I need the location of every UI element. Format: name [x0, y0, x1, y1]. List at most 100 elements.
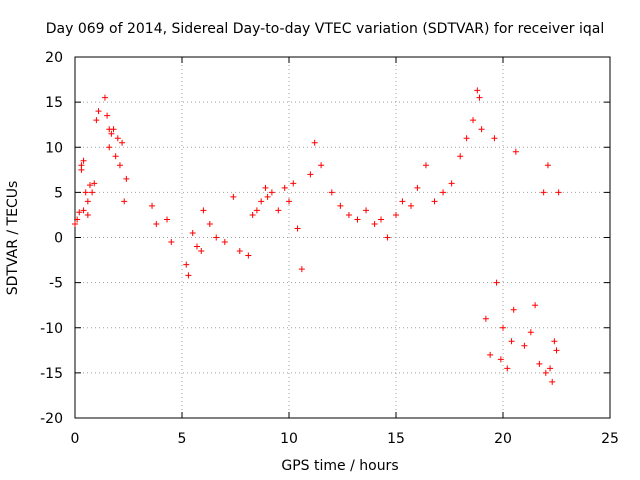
data-point — [221, 239, 228, 246]
data-point — [95, 108, 102, 115]
data-point — [185, 272, 192, 279]
x-tick-label: 15 — [387, 431, 405, 447]
x-tick-label: 25 — [601, 431, 619, 447]
y-tick-label: 5 — [54, 185, 63, 201]
data-point — [206, 220, 213, 227]
data-point — [527, 329, 534, 336]
data-point — [108, 130, 115, 137]
data-point — [236, 248, 243, 255]
data-point — [384, 234, 391, 241]
data-point — [318, 162, 325, 169]
data-point — [264, 193, 271, 200]
x-tick-label: 10 — [280, 431, 298, 447]
data-point — [249, 211, 256, 218]
data-point — [121, 198, 128, 205]
data-point — [82, 189, 89, 196]
data-point — [149, 202, 156, 209]
data-point — [328, 189, 335, 196]
y-tick-label: 10 — [45, 140, 63, 156]
data-points — [72, 87, 562, 385]
x-tick-label: 20 — [494, 431, 512, 447]
data-point — [258, 198, 265, 205]
data-point — [80, 207, 87, 214]
data-point — [290, 180, 297, 187]
data-point — [189, 229, 196, 236]
data-point — [198, 248, 205, 255]
data-point — [183, 261, 190, 268]
data-point — [298, 266, 305, 273]
data-point — [363, 207, 370, 214]
data-point — [532, 302, 539, 309]
data-point — [457, 153, 464, 160]
data-point — [474, 87, 481, 94]
data-point — [487, 351, 494, 358]
data-point — [544, 162, 551, 169]
y-tick-label: 0 — [54, 231, 63, 247]
data-point — [497, 356, 504, 363]
data-point — [371, 220, 378, 227]
data-point — [478, 126, 485, 133]
data-point — [521, 342, 528, 349]
data-point — [91, 180, 98, 187]
data-point — [86, 182, 93, 189]
data-point — [345, 211, 352, 218]
data-point — [84, 211, 91, 218]
data-point — [547, 365, 554, 372]
data-point — [542, 369, 549, 376]
data-point — [123, 175, 130, 182]
data-point — [262, 184, 269, 191]
data-point — [119, 139, 126, 146]
data-point — [275, 207, 282, 214]
data-point — [230, 193, 237, 200]
data-point — [508, 338, 515, 345]
data-point — [164, 216, 171, 223]
data-point — [470, 117, 477, 124]
data-point — [491, 135, 498, 142]
data-point — [555, 189, 562, 196]
data-point — [74, 216, 81, 223]
data-point — [281, 184, 288, 191]
data-point — [268, 189, 275, 196]
data-point — [200, 207, 207, 214]
data-point — [116, 162, 123, 169]
data-point — [476, 94, 483, 101]
data-point — [540, 189, 547, 196]
data-point — [76, 209, 83, 216]
data-point — [399, 198, 406, 205]
data-point — [500, 324, 506, 331]
data-point — [536, 360, 543, 367]
data-point — [168, 239, 175, 246]
data-point — [422, 162, 429, 169]
data-point — [106, 144, 113, 151]
y-tick-label: 20 — [45, 50, 63, 66]
y-axis-label: SDTVAR / TECUs — [5, 181, 21, 296]
data-point — [307, 171, 314, 178]
x-tick-label: 0 — [71, 431, 80, 447]
data-point — [354, 216, 361, 223]
data-point — [337, 202, 344, 209]
x-tick-label: 5 — [178, 431, 187, 447]
data-point — [448, 180, 455, 187]
data-point — [110, 126, 117, 133]
chart-title: Day 069 of 2014, Sidereal Day-to-day VTE… — [46, 21, 604, 37]
data-point — [245, 252, 252, 259]
y-tick-label: -5 — [49, 276, 63, 292]
data-point — [553, 347, 560, 354]
data-point — [431, 198, 438, 205]
data-point — [378, 216, 385, 223]
data-point — [311, 139, 318, 146]
data-point — [414, 184, 421, 191]
tick-labels: 0 5 10 15 20 25 -20 -15 -10 -5 0 5 10 15 20 — [40, 50, 619, 447]
data-point — [393, 211, 399, 218]
data-point — [551, 338, 558, 345]
data-point — [101, 94, 108, 101]
grid-lines — [75, 57, 610, 418]
y-tick-label: -10 — [40, 321, 63, 337]
data-point — [493, 279, 500, 286]
data-point — [482, 315, 489, 322]
data-point — [294, 225, 301, 232]
data-point — [89, 189, 96, 196]
x-axis-label: GPS time / hours — [281, 458, 398, 474]
data-point — [213, 234, 220, 241]
data-point — [193, 243, 200, 250]
